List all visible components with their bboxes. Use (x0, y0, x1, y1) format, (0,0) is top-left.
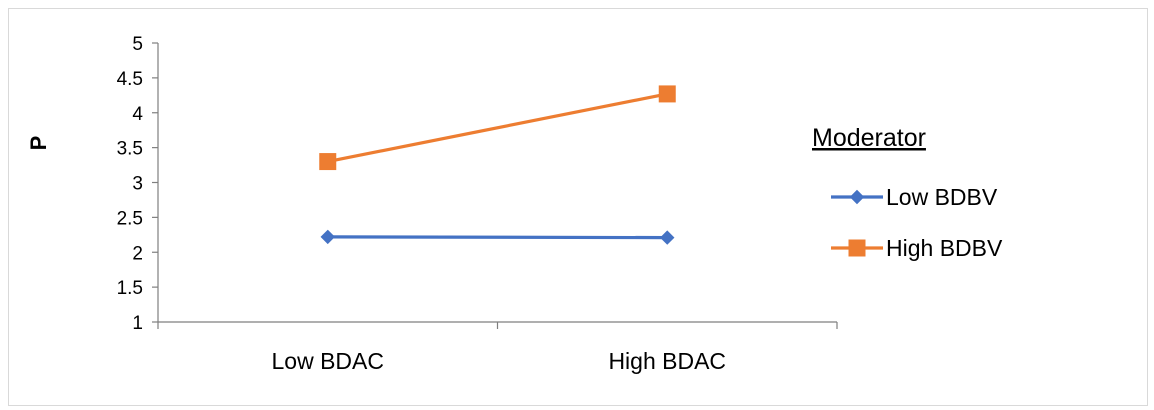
data-point (658, 85, 676, 103)
y-tick-label: 4.5 (117, 69, 143, 90)
x-tick-label: Low BDAC (272, 348, 384, 374)
series-high-bdbv (319, 85, 676, 171)
legend-title: Moderator (812, 124, 926, 152)
y-tick-label: 1 (132, 313, 143, 334)
series-line (327, 235, 668, 240)
chart-frame (8, 8, 1148, 406)
y-tick-label: 2 (132, 243, 143, 264)
chart-series (319, 85, 676, 245)
y-tick-label: 4 (132, 104, 143, 125)
y-axis-label: P (26, 136, 51, 151)
x-tick-label: High BDAC (608, 348, 726, 374)
chart-axes: 1 1.5 2 2.5 3 3.5 4 4.5 5 Low BDAC High BDAC (117, 34, 838, 374)
y-tick-label: 2.5 (117, 208, 143, 229)
legend-marker (849, 189, 865, 205)
y-tick-label: 3 (132, 174, 143, 195)
legend-marker (848, 239, 866, 257)
legend-label: High BDBV (886, 235, 1003, 261)
data-point (320, 229, 335, 245)
data-point (660, 230, 675, 245)
series-low-bdbv (320, 229, 675, 245)
data-point (319, 153, 337, 171)
y-tick-label: 5 (132, 34, 143, 55)
y-tick-label: 1.5 (117, 278, 143, 299)
series-line (327, 92, 668, 164)
y-tick-label: 3.5 (117, 139, 143, 160)
legend-label: Low BDBV (886, 184, 998, 210)
legend: Moderator Low BDBV High BDBV (812, 124, 1003, 261)
